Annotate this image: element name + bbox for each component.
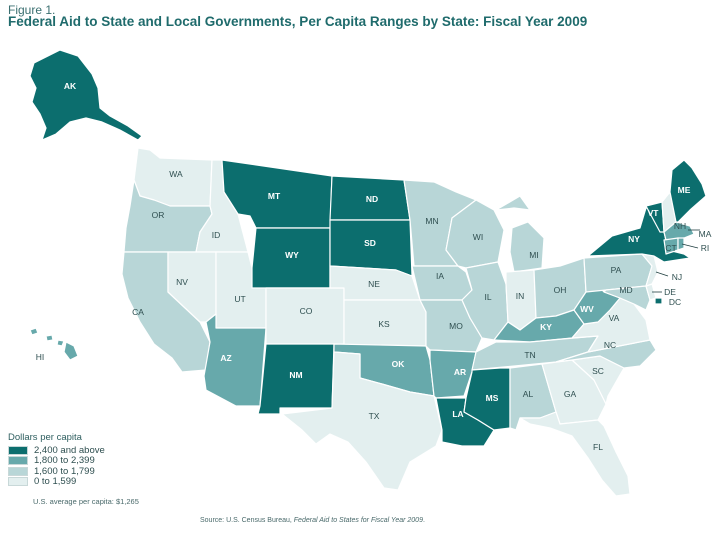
label-NM: NM: [289, 370, 302, 380]
label-NV: NV: [176, 277, 188, 287]
state-CO: [265, 287, 345, 345]
label-HI: HI: [36, 352, 45, 362]
state-FL: [519, 411, 631, 497]
label-WV: WV: [580, 304, 594, 314]
label-ID: ID: [212, 230, 221, 240]
label-OK: OK: [392, 359, 406, 369]
source-prefix: Source: U.S. Census Bureau,: [200, 517, 294, 524]
label-ME: ME: [678, 185, 691, 195]
label-NC: NC: [604, 340, 616, 350]
label-VT: VT: [648, 208, 660, 218]
label-IL: IL: [484, 292, 491, 302]
label-PA: PA: [611, 265, 622, 275]
legend-label: 1,800 to 2,399: [34, 455, 95, 467]
label-WA: WA: [169, 169, 183, 179]
map-title: Federal Aid to State and Local Governmen…: [8, 14, 588, 29]
legend-item: 1,800 to 2,399: [8, 455, 105, 467]
source-publication: Federal Aid to States for Fiscal Year 20…: [293, 517, 423, 524]
label-SD: SD: [364, 238, 376, 248]
legend-swatch: [8, 456, 28, 466]
source-note: Source: U.S. Census Bureau, Federal Aid …: [200, 517, 425, 524]
label-NJ: NJ: [672, 272, 682, 282]
label-NH: NH: [674, 221, 686, 231]
legend-label: 0 to 1,599: [34, 476, 77, 488]
label-OR: OR: [152, 210, 165, 220]
label-TN: TN: [524, 350, 535, 360]
label-NE: NE: [368, 279, 380, 289]
legend-label: 2,400 and above: [34, 444, 105, 456]
legend-label: 1,600 to 1,799: [34, 465, 95, 477]
label-MD: MD: [619, 285, 632, 295]
label-LA: LA: [452, 409, 463, 419]
label-SC: SC: [592, 366, 604, 376]
map-legend: Dollars per capita 2,400 and above 1,800…: [8, 432, 105, 487]
state-AZ: [203, 313, 267, 407]
label-MO: MO: [449, 321, 463, 331]
label-MA: MA: [699, 229, 712, 239]
legend-swatch: [8, 466, 28, 476]
legend-swatch: [8, 445, 28, 455]
label-WY: WY: [285, 250, 299, 260]
label-MN: MN: [425, 216, 438, 226]
label-MT: MT: [268, 191, 281, 201]
legend-swatch: [8, 477, 28, 487]
state-DC: [654, 297, 663, 305]
label-IN: IN: [516, 291, 525, 301]
legend-item: 0 to 1,599: [8, 476, 105, 488]
label-AK: AK: [64, 81, 77, 91]
state-RI: [677, 237, 685, 251]
label-AL: AL: [523, 389, 534, 399]
label-CA: CA: [132, 307, 144, 317]
leader-lines: [652, 229, 700, 293]
source-suffix: .: [422, 517, 425, 524]
label-DC: DC: [669, 297, 681, 307]
label-UT: UT: [234, 294, 245, 304]
leader-line-RI: [681, 243, 699, 249]
figure-label: Figure 1.: [8, 3, 56, 17]
label-AR: AR: [454, 367, 466, 377]
legend-item: 2,400 and above: [8, 445, 105, 456]
label-CT: CT: [665, 243, 676, 253]
legend-title: Dollars per capita: [8, 432, 82, 443]
state-HI: [29, 327, 79, 361]
label-RI: RI: [701, 243, 710, 253]
label-NY: NY: [628, 234, 640, 244]
label-FL: FL: [593, 442, 603, 452]
label-IA: IA: [436, 271, 444, 281]
label-DE: DE: [664, 287, 676, 297]
label-GA: GA: [564, 389, 577, 399]
label-KS: KS: [378, 319, 390, 329]
label-ND: ND: [366, 194, 378, 204]
label-AZ: AZ: [220, 353, 231, 363]
state-TX: [281, 351, 443, 491]
label-TX: TX: [369, 411, 380, 421]
label-OH: OH: [554, 285, 567, 295]
label-MS: MS: [486, 393, 499, 403]
label-WI: WI: [473, 232, 483, 242]
state-IL: [461, 261, 509, 341]
label-CO: CO: [300, 306, 313, 316]
state-AK: [29, 49, 143, 141]
state-MI: [495, 195, 545, 273]
label-KY: KY: [540, 322, 552, 332]
label-MI: MI: [529, 250, 538, 260]
label-VA: VA: [609, 313, 620, 323]
us-average-note: U.S. average per capita: $1,265: [33, 497, 139, 506]
state-MS: [463, 367, 511, 431]
legend-item: 1,600 to 1,799: [8, 466, 105, 477]
leader-line-NJ: [655, 271, 669, 277]
